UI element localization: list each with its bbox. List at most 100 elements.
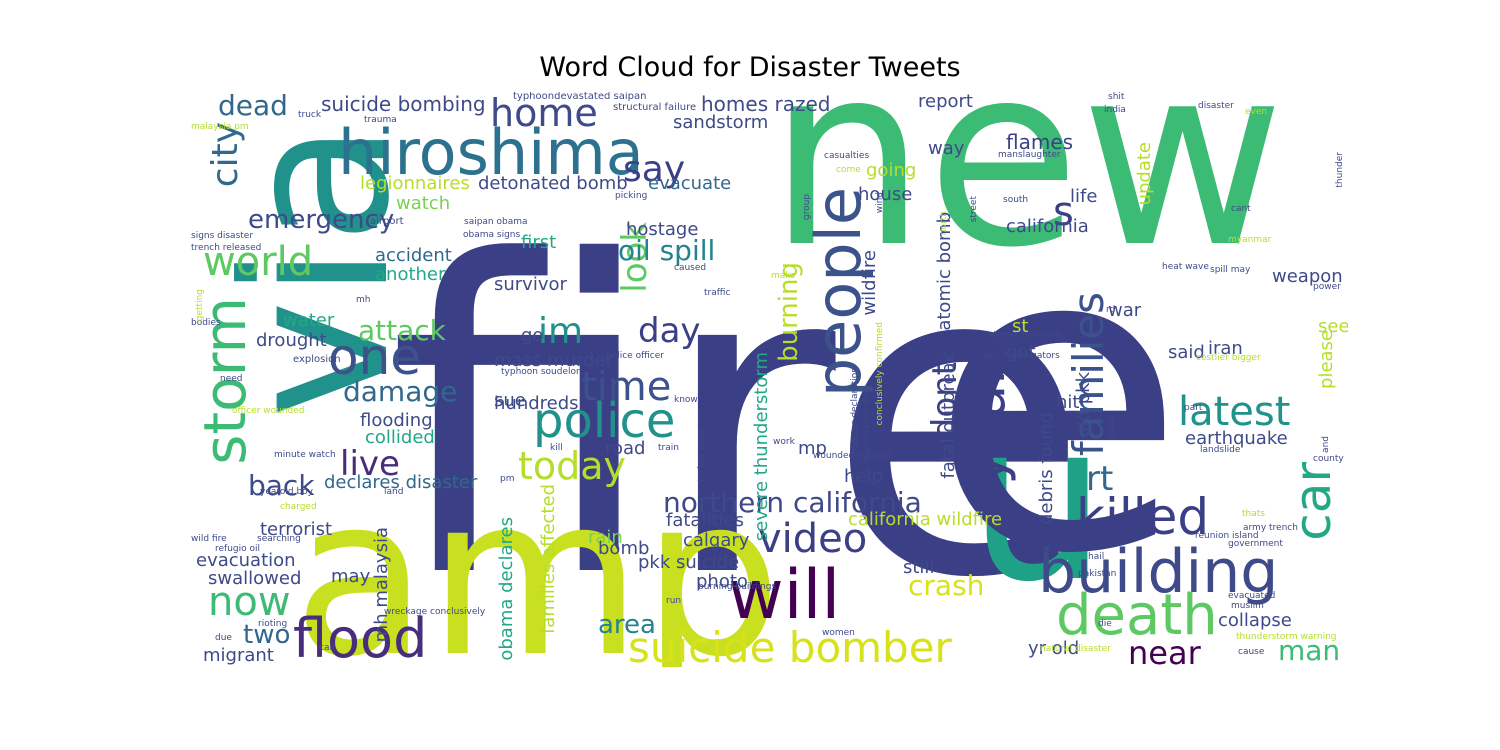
word: getting <box>195 289 205 322</box>
word-cloud: fire new amp via u e hiroshima people year storm w… <box>188 92 1348 667</box>
word: severe thunderstorm <box>751 352 772 542</box>
word: pm <box>500 474 515 484</box>
word: charged <box>280 502 317 512</box>
word: earthquake <box>1185 428 1288 449</box>
word: truck <box>298 110 322 120</box>
word: evacuate <box>648 173 732 194</box>
chart-title: Word Cloud for Disaster Tweets <box>539 52 961 83</box>
word: hail <box>1088 552 1105 562</box>
word: time <box>581 364 672 410</box>
word: obama declares <box>496 517 517 661</box>
word: iran <box>1208 338 1243 359</box>
word: one <box>328 328 422 386</box>
word: another <box>375 264 446 285</box>
word: oil spill <box>618 234 716 267</box>
word: need <box>220 374 243 384</box>
word: swallowed <box>208 568 302 589</box>
word: yearold boy <box>260 487 314 497</box>
word: bodies <box>191 318 221 328</box>
word: life <box>1070 186 1098 207</box>
word: still <box>903 557 935 578</box>
word: suicide bombing <box>321 92 486 116</box>
word: home <box>490 92 598 135</box>
word: picking <box>615 191 648 201</box>
word: thunderstorm warning <box>1236 632 1337 642</box>
word: costlier bigger <box>1196 353 1261 363</box>
word: declares disaster <box>324 472 478 493</box>
word: video <box>758 516 868 562</box>
word: cant <box>1231 204 1251 214</box>
word: wounded suspect <box>813 451 892 461</box>
word: emergency <box>248 205 395 235</box>
word: evacuated <box>1228 591 1276 601</box>
word: natural disaster <box>1040 644 1111 654</box>
word: legionnaires dise <box>862 387 872 464</box>
word: make <box>771 271 796 281</box>
word: first <box>521 232 557 253</box>
word: call <box>319 643 335 653</box>
word: weapon <box>1272 266 1343 287</box>
word: report <box>918 92 973 112</box>
word: burning buildings <box>698 582 777 592</box>
word: going <box>866 160 917 181</box>
word: california wildfire <box>848 509 1003 530</box>
word: mp <box>798 438 827 459</box>
word: know <box>674 395 698 405</box>
word: train <box>658 443 679 453</box>
word: see <box>1318 316 1348 337</box>
word: calgary <box>683 530 750 551</box>
word: fatal outbreak <box>938 352 959 479</box>
word: damage <box>343 375 458 408</box>
word: killed <box>1076 488 1210 546</box>
word: work <box>773 437 795 447</box>
word: spill may <box>1210 265 1251 275</box>
word: minute watch <box>274 450 336 460</box>
word: heat wave <box>1162 262 1209 272</box>
word: legionnaires <box>360 173 470 194</box>
word: casualties <box>824 151 870 161</box>
word: dead <box>218 92 288 122</box>
word: and <box>1321 436 1331 453</box>
word: homes razed <box>701 92 831 116</box>
word: update <box>1134 142 1155 206</box>
word: evacuation <box>196 550 296 571</box>
word: explosion <box>293 354 341 365</box>
word: way <box>928 138 965 159</box>
word: will <box>728 556 841 635</box>
word: got <box>1006 342 1036 363</box>
word: cause <box>1238 647 1265 657</box>
word: land <box>384 487 404 497</box>
word: atomic bombing <box>988 330 1062 340</box>
word: death <box>1056 583 1218 648</box>
word: refugio oil <box>215 544 260 554</box>
word: may <box>331 566 371 587</box>
word: india <box>1104 105 1126 115</box>
word: landslide <box>1200 445 1241 455</box>
word: back <box>248 469 315 502</box>
word: survivor <box>494 274 567 295</box>
word: yr old <box>1028 638 1080 659</box>
word: building <box>1038 537 1279 607</box>
word: south <box>1003 195 1029 205</box>
word: county <box>1313 454 1344 464</box>
word: disaster declaration <box>850 367 860 457</box>
word: shit <box>1108 92 1125 102</box>
word: police <box>533 393 676 449</box>
word: wind <box>875 192 885 214</box>
word: im <box>538 311 584 352</box>
word: conclusively confirmed <box>875 322 885 426</box>
word: today <box>518 444 627 488</box>
word: hiroshima <box>338 116 644 189</box>
word: kill <box>550 443 563 453</box>
word: world <box>203 239 314 285</box>
word: traffic <box>704 288 731 298</box>
word: searching <box>257 534 301 544</box>
word: man <box>1278 634 1341 667</box>
word: collapse <box>1218 610 1292 631</box>
word: pkk suicide <box>638 552 740 573</box>
word: help <box>844 466 883 487</box>
word: pm investigators <box>984 351 1060 361</box>
word: mh malaysia <box>371 527 392 643</box>
word: house <box>858 184 913 205</box>
word: signs disaster <box>191 231 254 241</box>
